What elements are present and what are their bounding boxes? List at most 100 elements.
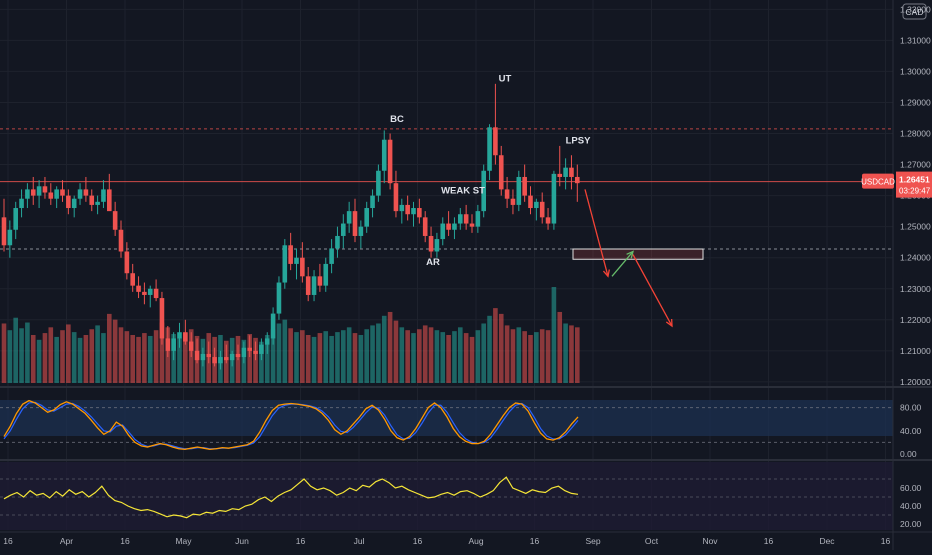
volume-bar	[48, 327, 54, 383]
candle-body	[317, 276, 323, 286]
stochastic-tick-label: 80.00	[900, 403, 922, 413]
volume-bar	[422, 325, 428, 383]
candle-body	[247, 347, 252, 351]
volume-bar	[13, 317, 18, 383]
candle-body	[493, 127, 498, 156]
volume-bar	[498, 313, 504, 383]
volume-bar	[153, 330, 159, 383]
candle-body	[534, 201, 539, 209]
time-tick-label: 16	[764, 536, 774, 546]
candle-body	[399, 204, 405, 212]
volume-bar	[539, 329, 545, 383]
volume-bar	[159, 322, 165, 383]
candle-body	[417, 208, 422, 218]
candle-body	[393, 183, 399, 212]
time-axis[interactable]: 16 Apr 16 May Jun 16 Jul 16 Aug 16 Sep Oct Nov 16 Dec 1…	[3, 536, 890, 546]
volume-bar	[364, 329, 369, 383]
candle-body	[422, 217, 428, 236]
candle-body	[241, 347, 247, 358]
candle-body	[376, 170, 381, 196]
volume-bar	[282, 319, 288, 383]
price-tick-label: 1.30000	[900, 66, 931, 76]
candle-body	[13, 208, 18, 230]
rsi-pane	[0, 476, 893, 519]
volume-bar	[311, 336, 317, 383]
volume-bar	[25, 322, 30, 383]
annotations[interactable]: BC UT LPSY WEAK ST AR	[390, 74, 591, 268]
volume-bar	[107, 313, 112, 383]
volume-bar	[504, 325, 510, 383]
projection-arrows[interactable]	[584, 189, 673, 328]
volume-bar	[358, 335, 364, 383]
volume-bar	[393, 320, 399, 383]
volume-bar	[399, 327, 405, 383]
volume-bar	[276, 323, 282, 383]
time-tick-label: 16	[120, 536, 130, 546]
candle-body	[218, 357, 223, 364]
volume-bar	[30, 335, 36, 383]
candle-body	[19, 198, 24, 209]
candle-body	[282, 245, 288, 283]
candle-body	[311, 276, 317, 295]
candle-body	[136, 285, 141, 292]
volume-bar	[183, 333, 188, 383]
rsi-line	[3, 476, 579, 519]
candle-body	[95, 201, 100, 205]
volume-bar	[142, 333, 147, 383]
candle-body	[159, 298, 165, 339]
volume-bar	[469, 336, 475, 383]
candle-body	[107, 189, 112, 212]
volume-bar	[387, 311, 393, 383]
candle-body	[364, 208, 369, 227]
projection-arrowhead	[665, 318, 673, 328]
volume-bar	[545, 330, 551, 383]
volume-bar	[305, 335, 311, 383]
candle-body	[481, 170, 486, 212]
time-tick-label: May	[175, 536, 192, 546]
volume-bar	[66, 324, 71, 383]
time-tick-label: Apr	[60, 536, 73, 546]
candle-body	[101, 189, 106, 202]
stochastic-k-line	[3, 399, 579, 451]
volume-bar	[112, 319, 118, 383]
candle-body	[405, 204, 410, 215]
time-tick-label: Nov	[702, 536, 718, 546]
volume-bar	[177, 337, 182, 383]
candle-body	[194, 350, 200, 361]
price-axis[interactable]: 1.32000 1.31000 1.30000 1.29000 1.28000 1.270…	[861, 4, 932, 529]
target-zone[interactable]	[572, 248, 704, 260]
volume-bar	[376, 323, 381, 383]
candle-body	[253, 350, 258, 354]
volume-bar	[475, 330, 481, 383]
candle-body	[352, 211, 358, 236]
projection-arrow-line	[611, 251, 634, 277]
candle-body	[300, 257, 305, 277]
stochastic-band-fill	[0, 400, 893, 436]
currency-badge[interactable]: CAD	[902, 3, 927, 20]
candle-body	[142, 291, 147, 295]
volume-bar	[510, 329, 516, 383]
time-tick-label: Jun	[235, 536, 249, 546]
volume-bar	[370, 325, 375, 383]
candle-body	[440, 223, 446, 240]
candle-body	[539, 201, 545, 218]
candle-body	[305, 276, 311, 295]
volume-bar	[463, 333, 469, 383]
volume-bar	[493, 308, 498, 383]
annotation-label: LPSY	[566, 136, 591, 147]
volume-bar	[434, 330, 440, 383]
stochastic-pane	[0, 399, 893, 451]
time-tick-label: Oct	[645, 536, 659, 546]
price-tick-label: 1.20000	[900, 377, 931, 387]
candle-body	[387, 139, 393, 184]
projection-arrow-line	[584, 189, 609, 277]
candle-body	[446, 223, 451, 230]
candle-body	[522, 176, 527, 196]
volume-bar	[264, 335, 270, 383]
projection-arrow-line	[632, 254, 673, 327]
candle-body	[516, 176, 522, 205]
horizontal-levels[interactable]	[0, 128, 893, 250]
volume-bar	[329, 335, 334, 383]
